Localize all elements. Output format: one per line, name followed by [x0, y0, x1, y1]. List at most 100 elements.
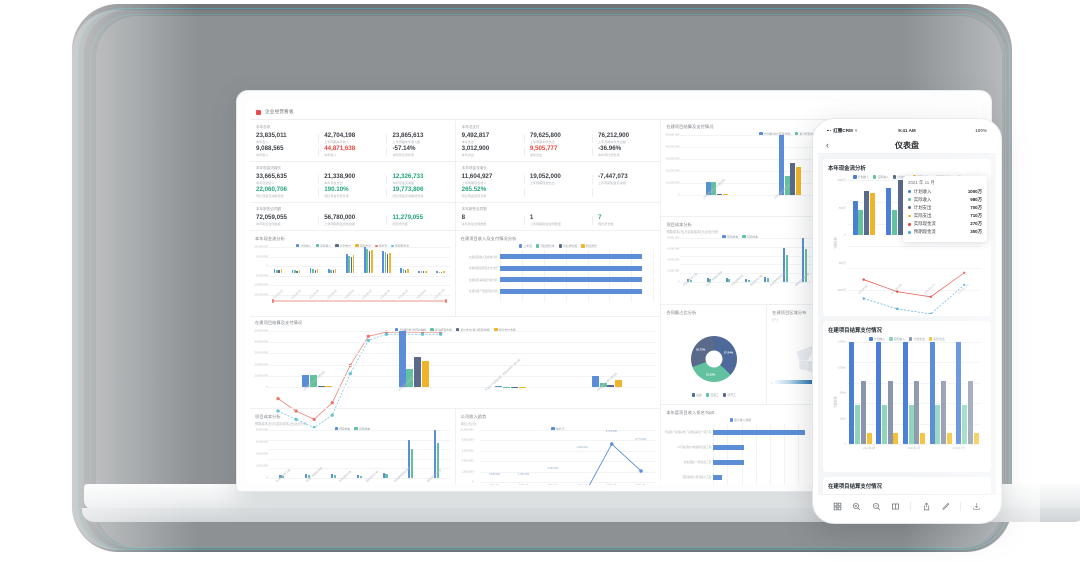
bar[interactable] [385, 473, 388, 478]
bar[interactable] [855, 404, 860, 444]
bar[interactable] [330, 473, 334, 478]
legend-item[interactable]: 已完工 [705, 393, 719, 397]
legend-item[interactable]: 在建 [691, 393, 702, 397]
bar[interactable] [325, 386, 333, 387]
legend-item[interactable]: 同比增长率 [536, 244, 555, 248]
tooltip-series-value: 1000万 [967, 188, 982, 194]
chart-title: 本年度项目收入排名Top5 [666, 410, 715, 415]
bar[interactable] [398, 331, 406, 387]
bar[interactable] [908, 404, 914, 444]
bar[interactable] [893, 433, 899, 444]
bar[interactable] [728, 279, 731, 282]
line-point[interactable] [896, 307, 899, 311]
hbar[interactable]: 在建项目结算及支付分析 [469, 265, 642, 271]
bar[interactable] [941, 380, 947, 444]
hbar[interactable]: 公司总部办公楼装修改造工程 [678, 444, 744, 450]
bar[interactable] [946, 433, 952, 444]
legend-item[interactable]: 累计收入金额 [729, 418, 751, 422]
bar[interactable] [920, 433, 926, 444]
bar[interactable] [849, 342, 855, 444]
legend-item[interactable]: 同比增长额 [558, 244, 577, 248]
chart-band-cashflow: 本年现金流分析 10,000,000 5,000,000 0 -5,000,000 -1… [250, 231, 661, 428]
bar[interactable] [591, 376, 599, 387]
bar[interactable] [935, 404, 941, 444]
fit-width-icon[interactable] [891, 502, 900, 511]
x-axis-label [577, 302, 584, 310]
hbar[interactable]: 在建项目产值及回款分析 [469, 288, 642, 294]
line-point[interactable] [276, 409, 280, 413]
legend-item[interactable]: 上年度 [519, 244, 532, 248]
chart-cashflow-analysis[interactable]: 本年现金流分析 10,000,000 5,000,000 0 -5,000,000 -1… [250, 231, 455, 428]
bar[interactable] [929, 342, 935, 444]
legend-item[interactable]: 同比增长 [581, 244, 597, 248]
y-axis-tick: 100w [839, 417, 846, 420]
line-point[interactable] [609, 442, 614, 446]
bar[interactable] [881, 404, 887, 444]
bar[interactable] [962, 404, 968, 444]
bar[interactable] [914, 380, 920, 444]
hbar[interactable]: 开发区产业园标准厂房建设项目一期工程 [665, 429, 806, 435]
hbar[interactable]: 在建项目收入及成本分析 [469, 254, 642, 260]
card-cashflow[interactable]: 本年现金流分析 1000万 500万 0 -500万 -1000万 2021年9月 2021… [823, 159, 991, 316]
data-label: 3,960,000 [576, 446, 588, 450]
chart-top5-income[interactable]: 本年度项目收入排名Top5 开发区产业园标准厂房建设项目一期工程公司总部办公楼装… [661, 405, 819, 485]
bar[interactable] [887, 380, 893, 444]
bar[interactable] [796, 166, 802, 195]
kpi-cell: 33,665,635 本年现金收入 [250, 173, 318, 186]
zoom-in-icon[interactable] [852, 502, 861, 511]
chart-contract-ratio[interactable]: 合同额占比分析 37.04% 32.23% 30.73% 在建 已完工 待开工 [661, 305, 766, 404]
hbar[interactable]: 市政道路(一期)改造工程 [684, 459, 744, 465]
bar[interactable] [778, 135, 784, 195]
line-point[interactable] [963, 271, 966, 274]
edit-icon[interactable] [941, 502, 950, 511]
line-point[interactable] [294, 417, 298, 421]
bar[interactable] [956, 342, 962, 444]
line-point[interactable] [330, 413, 334, 417]
bar-group [706, 238, 712, 282]
legend-item[interactable]: 计划收入 [869, 337, 885, 341]
legend-item[interactable]: 实际支出 [928, 337, 945, 341]
line-point[interactable] [638, 469, 643, 473]
chart-scrollbar[interactable] [272, 299, 447, 303]
line-point[interactable] [294, 409, 298, 413]
download-icon[interactable] [972, 502, 981, 511]
chart-budget-plan[interactable]: 在建项目收入及支付情况分析 在建项目收入及成本分析 在建项目结算及支付分析 在建项目… [454, 231, 661, 316]
grid-icon[interactable] [833, 502, 842, 511]
bar[interactable] [422, 360, 430, 387]
y-axis-tick: 6,000,000 [461, 449, 474, 453]
y-axis-tick: 0 [266, 476, 269, 480]
share-icon[interactable] [922, 502, 931, 511]
hbar[interactable]: 在建项目采购及付款分析 [469, 277, 642, 283]
zoom-out-icon[interactable] [872, 502, 881, 511]
chart-settlement[interactable]: 在建项目结算及支付情况 50,000,000 40,000,000 30,000,0… [250, 317, 661, 409]
kpi-group-cashflow-prev: 本年现金流增长 11,604,927 上年同期现金收入 19,052,000 [454, 162, 661, 202]
legend-item[interactable]: 实际收入 [889, 337, 905, 341]
legend-item[interactable]: 实际收入 [873, 175, 889, 179]
bar[interactable] [860, 380, 866, 444]
phone-device: 红圈CRM ▿ 9:41 AM 100% ‹ 仪表盘 本年现金流分析 1000万… [812, 118, 1002, 524]
bar[interactable] [333, 474, 337, 478]
bar[interactable] [876, 342, 881, 444]
line-point[interactable] [312, 417, 316, 421]
map-region[interactable] [799, 360, 809, 371]
chart-revenue-trend[interactable]: 公司收入趋势 单位:元(元) 10,000,000 8,000,000 6,000,… [454, 409, 661, 485]
bar[interactable] [723, 194, 729, 195]
line-point[interactable] [862, 278, 865, 281]
card-settlement[interactable]: 在建项目结算支付情况 1500w 1000w 500w 100w 0 2021年1月 202… [823, 321, 991, 472]
bar[interactable] [902, 342, 908, 444]
hbar[interactable]: 园区绿化与景观提升工程 [683, 474, 723, 480]
legend-label: 同比增长率 [540, 244, 555, 248]
bar[interactable] [866, 433, 872, 444]
y-axis-tick: 4,000,000 [461, 459, 474, 463]
bar[interactable] [967, 380, 973, 444]
legend-item[interactable]: 计划支出 [909, 337, 925, 341]
phone-toolbar[interactable] [818, 494, 996, 518]
card-settlement-2[interactable]: 在建项目结算支付情况 [823, 477, 991, 494]
bar[interactable] [359, 475, 362, 478]
chart-project-cost-right[interactable]: 项目成本分析 预算成本(元)与实际成本(元)对比分析 8,000,000 6,00… [661, 217, 819, 304]
phone-content[interactable]: 本年现金流分析 1000万 500万 0 -500万 -1000万 2021年9月 2021… [818, 154, 996, 494]
bar[interactable] [973, 433, 979, 444]
y-axis-tick: 1500w [838, 340, 846, 344]
legend-item[interactable]: 计划收入 [853, 175, 869, 179]
legend-item[interactable]: 待开工 [722, 393, 736, 397]
